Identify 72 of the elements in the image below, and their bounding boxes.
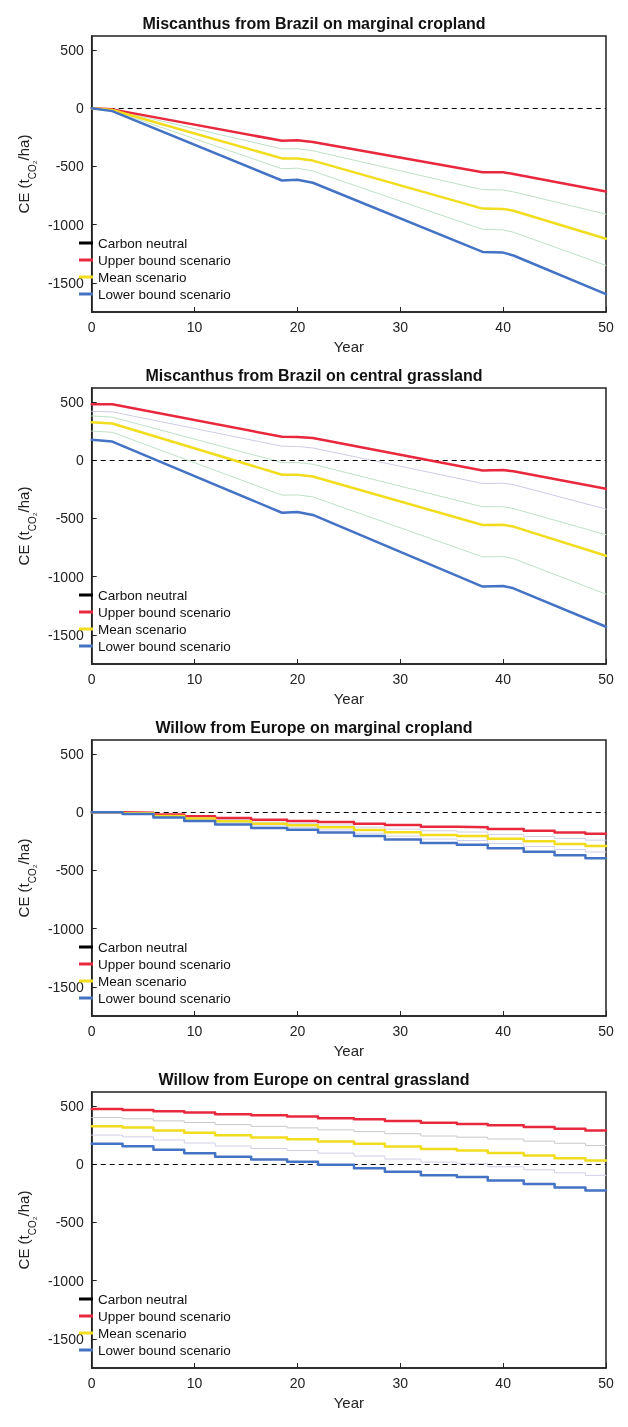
y-tick-label: -1500 <box>47 626 84 643</box>
x-tick-label: 20 <box>289 1375 306 1391</box>
y-axis-title: CE (tCO₂/ha) <box>15 838 38 918</box>
y-tick-label: 0 <box>75 100 84 117</box>
legend-label: Upper bound scenario <box>98 252 231 268</box>
y-tick-label: -500 <box>55 1214 84 1231</box>
x-axis-title: Year <box>333 1393 365 1411</box>
y-tick-label: -1500 <box>47 978 84 995</box>
x-tick-label: 0 <box>87 671 96 687</box>
legend-label: Lower bound scenario <box>98 638 231 654</box>
legend-label: Carbon neutral <box>98 235 188 251</box>
y-tick-label: -1000 <box>47 216 84 233</box>
y-tick-label: -500 <box>55 158 84 175</box>
legend-label: Mean scenario <box>98 269 187 285</box>
x-tick-label: 0 <box>87 1023 96 1039</box>
y-tick-label: -500 <box>55 862 84 879</box>
y-tick-label: -1000 <box>47 920 84 937</box>
y-tick-label: 0 <box>75 1156 84 1173</box>
chart-title: Willow from Europe on central grassland <box>158 1070 470 1088</box>
x-tick-label: 10 <box>186 1023 203 1039</box>
x-tick-label: 10 <box>186 319 203 335</box>
x-tick-label: 10 <box>186 1375 203 1391</box>
legend-label: Carbon neutral <box>98 1291 188 1307</box>
x-tick-label: 0 <box>87 319 96 335</box>
y-axis-title: CE (tCO₂/ha) <box>15 486 38 566</box>
y-tick-label: 500 <box>60 1097 84 1114</box>
x-tick-label: 30 <box>392 671 409 687</box>
x-tick-label: 50 <box>598 319 614 335</box>
x-tick-label: 20 <box>289 1023 306 1039</box>
legend-label: Upper bound scenario <box>98 1308 231 1324</box>
x-tick-label: 30 <box>392 1375 409 1391</box>
y-tick-label: 500 <box>60 745 84 762</box>
x-tick-label: 40 <box>495 1023 512 1039</box>
legend-label: Lower bound scenario <box>98 990 231 1006</box>
y-tick-label: 500 <box>60 41 84 58</box>
legend-label: Lower bound scenario <box>98 1342 231 1358</box>
y-tick-label: 0 <box>75 804 84 821</box>
x-tick-label: 0 <box>87 1375 96 1391</box>
x-axis-title: Year <box>333 337 365 355</box>
y-tick-label: -1000 <box>47 1272 84 1289</box>
x-tick-label: 20 <box>289 671 306 687</box>
y-tick-label: -500 <box>55 510 84 527</box>
x-tick-label: 40 <box>495 1375 512 1391</box>
y-tick-label: -1000 <box>47 568 84 585</box>
y-tick-label: -1500 <box>47 274 84 291</box>
legend-label: Carbon neutral <box>98 587 188 603</box>
chart-title: Miscanthus from Brazil on marginal cropland <box>142 14 486 32</box>
x-tick-label: 50 <box>598 671 614 687</box>
x-tick-label: 40 <box>495 671 512 687</box>
chart-title: Miscanthus from Brazil on central grassland <box>145 366 483 384</box>
legend-label: Mean scenario <box>98 1325 187 1341</box>
y-axis-title: CE (tCO₂/ha) <box>15 1190 38 1270</box>
x-tick-label: 20 <box>289 319 306 335</box>
legend-label: Mean scenario <box>98 973 187 989</box>
legend-label: Upper bound scenario <box>98 604 231 620</box>
chart-title: Willow from Europe on marginal cropland <box>155 718 473 736</box>
x-tick-label: 30 <box>392 319 409 335</box>
x-tick-label: 40 <box>495 319 512 335</box>
y-tick-label: -1500 <box>47 1330 84 1347</box>
x-axis-title: Year <box>333 1041 365 1059</box>
x-axis-title: Year <box>333 689 365 707</box>
legend-label: Upper bound scenario <box>98 956 231 972</box>
x-tick-label: 30 <box>392 1023 409 1039</box>
y-tick-label: 0 <box>75 452 84 469</box>
legend-label: Lower bound scenario <box>98 286 231 302</box>
y-tick-label: 500 <box>60 393 84 410</box>
x-tick-label: 50 <box>598 1023 614 1039</box>
legend-label: Mean scenario <box>98 621 187 637</box>
x-tick-label: 10 <box>186 671 203 687</box>
x-tick-label: 50 <box>598 1375 614 1391</box>
legend-label: Carbon neutral <box>98 939 188 955</box>
y-axis-title: CE (tCO₂/ha) <box>15 134 38 214</box>
